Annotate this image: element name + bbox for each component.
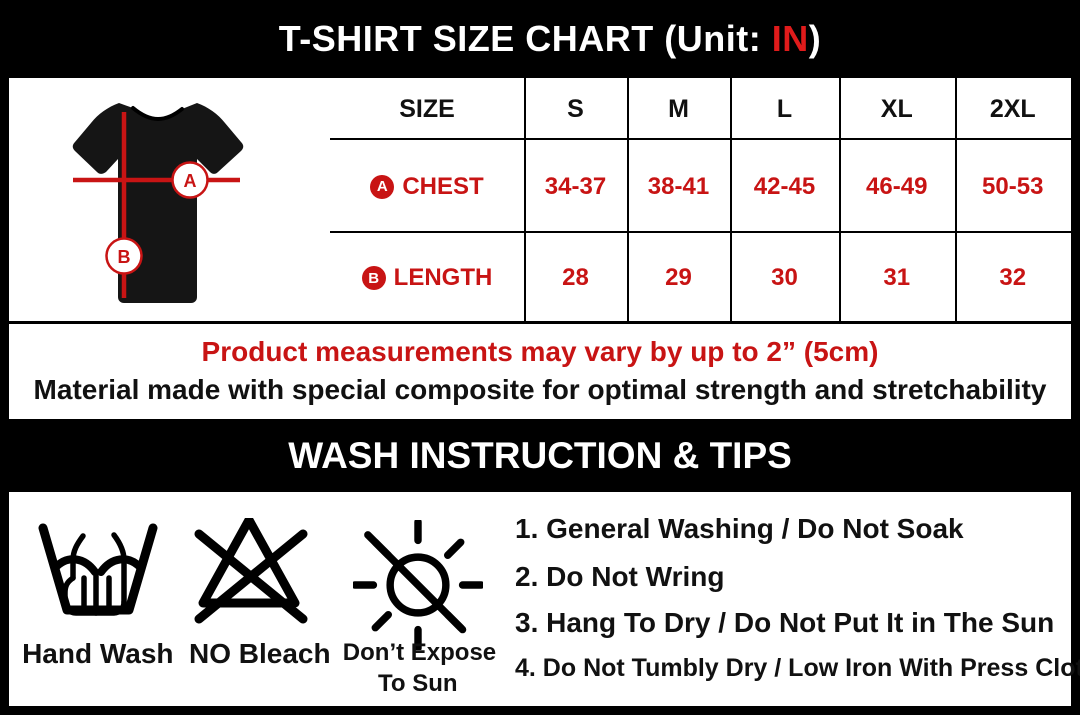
svg-text:B: B <box>118 247 131 267</box>
svg-text:A: A <box>184 171 197 191</box>
